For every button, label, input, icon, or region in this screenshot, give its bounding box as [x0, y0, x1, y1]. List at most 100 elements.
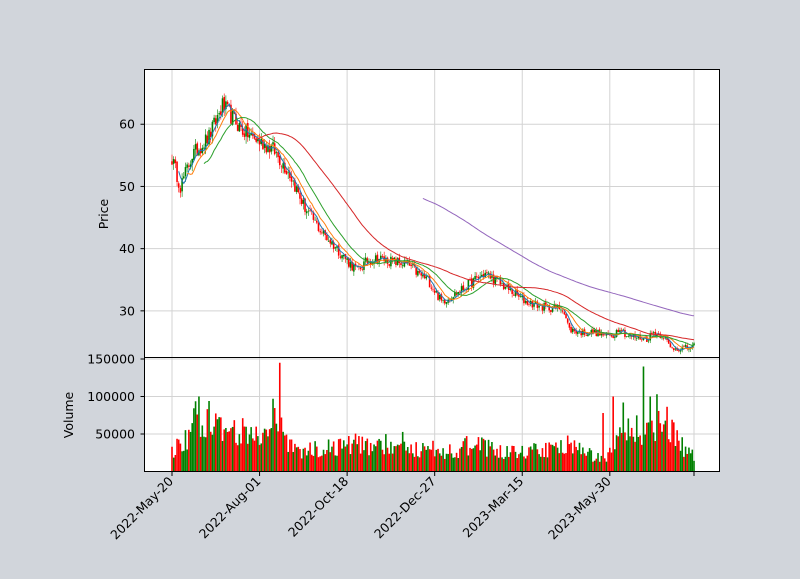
- volume-bar: [629, 436, 631, 472]
- candle-body: [395, 258, 397, 265]
- candle-body: [346, 258, 348, 260]
- ma-line-20: [203, 116, 695, 347]
- candle-body: [526, 300, 529, 305]
- candle-body: [585, 335, 588, 337]
- volume-bar: [358, 436, 360, 472]
- volume-bar: [565, 453, 567, 472]
- candle-body: [196, 143, 199, 156]
- volume-bar: [442, 448, 444, 472]
- volume-bar: [656, 394, 658, 472]
- volume-bar: [348, 436, 350, 472]
- candle-body: [573, 328, 576, 331]
- volume-bar: [496, 448, 498, 472]
- candle-body: [481, 274, 483, 278]
- volume-bar: [511, 445, 513, 472]
- candle-body: [428, 275, 431, 288]
- price-y-axis: 30 40 50 60: [119, 117, 145, 318]
- volume-bar: [516, 458, 518, 472]
- volume-bar: [477, 437, 480, 472]
- volume-bar: [255, 426, 257, 472]
- candle-body: [198, 150, 200, 156]
- volume-bar: [179, 443, 182, 472]
- candle-body: [174, 159, 177, 164]
- volume-bar: [368, 455, 370, 472]
- candle-body: [270, 145, 273, 152]
- volume-bar: [661, 431, 663, 472]
- volume-bar: [380, 440, 382, 472]
- volume-bar: [329, 452, 332, 472]
- candle-body: [487, 272, 490, 275]
- volume-bar: [518, 454, 520, 472]
- volume-bar: [188, 429, 190, 472]
- volume-bar: [406, 447, 409, 472]
- candle-body: [287, 172, 289, 174]
- candle-body: [688, 348, 690, 350]
- volume-bar: [588, 448, 591, 472]
- candle-body: [289, 172, 291, 178]
- volume-bar: [526, 455, 529, 472]
- volume-bar: [504, 456, 507, 472]
- volume-bar: [405, 450, 407, 472]
- volume-bar: [686, 453, 689, 472]
- volume-bar: [683, 456, 685, 472]
- candle-body: [361, 269, 364, 270]
- volume-bar: [213, 426, 215, 472]
- volume-bar: [309, 442, 311, 472]
- x-axis: 2022-May-20 2022-Aug-01 2022-Oct-18 2022-De…: [107, 471, 695, 542]
- candle-body: [388, 264, 391, 266]
- volume-bar: [226, 431, 229, 472]
- volume-bar: [662, 424, 665, 472]
- candle-body: [437, 291, 439, 300]
- volume-bar: [233, 420, 236, 472]
- volume-bar: [672, 422, 675, 472]
- volume-bar: [381, 449, 384, 472]
- volume-bar: [551, 444, 554, 472]
- candle-body: [563, 312, 566, 315]
- volume-bar: [688, 447, 690, 472]
- volume-bar: [294, 443, 296, 472]
- volume-bar: [494, 455, 497, 472]
- candle-body: [580, 331, 582, 336]
- candle-body: [635, 337, 638, 339]
- volume-bar: [555, 442, 557, 472]
- candle-body: [553, 304, 556, 308]
- volume-bar: [571, 453, 574, 472]
- candle-body: [571, 328, 574, 333]
- candle-body: [265, 145, 268, 153]
- volume-bar: [366, 438, 369, 472]
- candle-body: [282, 163, 284, 169]
- candle-body: [657, 333, 660, 334]
- candle-body: [531, 301, 534, 308]
- candle-body: [619, 330, 621, 333]
- candle-body: [327, 240, 330, 242]
- candle-body: [570, 326, 572, 333]
- candle-body: [435, 291, 438, 293]
- volume-bar: [536, 449, 539, 472]
- volume-bar: [401, 431, 404, 472]
- candle-body: [393, 257, 396, 260]
- volume-bar: [356, 444, 359, 472]
- volume-bar: [470, 448, 473, 472]
- candle-body: [214, 118, 217, 125]
- volume-bar: [543, 457, 545, 472]
- volume-bar: [337, 439, 340, 472]
- candle-body: [275, 152, 278, 153]
- volume-bar: [332, 441, 335, 472]
- volume-bar: [339, 438, 342, 472]
- volume-bar: [469, 447, 471, 472]
- volume-bar: [612, 396, 614, 472]
- candle-body: [339, 256, 342, 258]
- candle-body: [662, 338, 665, 339]
- volume-bar: [413, 456, 416, 472]
- candle-body: [191, 158, 194, 165]
- candle-body: [290, 176, 293, 182]
- candle-body: [319, 231, 321, 233]
- candle-body: [182, 176, 185, 179]
- price-axis-label: Price: [96, 198, 111, 229]
- volume-bar: [290, 439, 293, 472]
- volume-bar: [558, 453, 561, 472]
- candle-body: [600, 331, 603, 336]
- candle-body: [267, 145, 269, 152]
- volume-bar: [472, 448, 475, 472]
- volume-bar: [691, 449, 694, 472]
